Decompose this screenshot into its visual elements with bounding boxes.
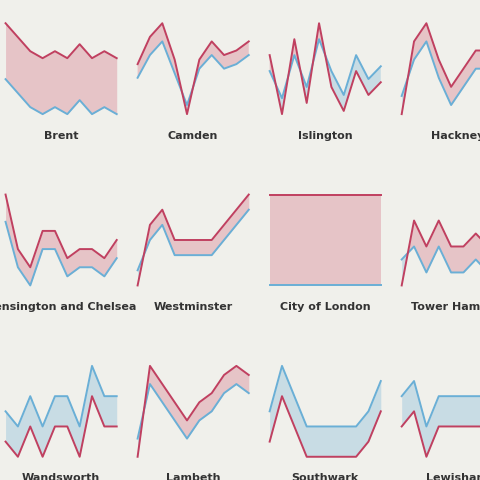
- X-axis label: City of London: City of London: [280, 302, 371, 312]
- X-axis label: Wandsworth: Wandsworth: [22, 473, 100, 480]
- X-axis label: Hackney: Hackney: [431, 131, 480, 141]
- X-axis label: Kensington and Chelsea: Kensington and Chelsea: [0, 302, 136, 312]
- X-axis label: Lewisham: Lewisham: [426, 473, 480, 480]
- X-axis label: Lambeth: Lambeth: [166, 473, 220, 480]
- X-axis label: Brent: Brent: [44, 131, 78, 141]
- X-axis label: Westminster: Westminster: [154, 302, 233, 312]
- X-axis label: Islington: Islington: [298, 131, 352, 141]
- X-axis label: Southwark: Southwark: [291, 473, 359, 480]
- X-axis label: Tower Hamlets: Tower Hamlets: [411, 302, 480, 312]
- X-axis label: Camden: Camden: [168, 131, 218, 141]
